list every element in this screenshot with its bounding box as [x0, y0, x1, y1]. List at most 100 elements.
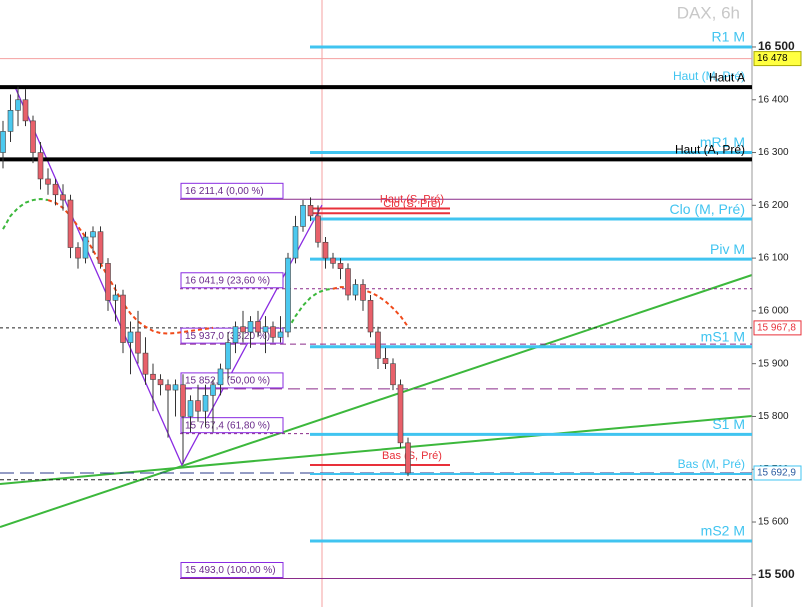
moving-average — [2, 197, 49, 230]
trend-line — [0, 274, 753, 528]
candle-body — [150, 373, 156, 380]
candle-body — [382, 358, 389, 364]
candle-body — [135, 331, 141, 354]
candle-body — [405, 442, 411, 474]
candle-body — [52, 183, 59, 196]
candle-body — [67, 199, 74, 248]
fib-label: 16 041,9 (23,60 %) — [185, 275, 270, 286]
y-tick-label: 15 600 — [758, 517, 789, 528]
candle-body — [375, 331, 381, 359]
candle-body — [187, 400, 194, 417]
y-tick-label: 16 000 — [758, 306, 789, 317]
candle-body — [307, 205, 314, 217]
candle-body — [247, 321, 254, 333]
y-tick-label: 16 200 — [758, 200, 789, 211]
fib-label-box — [180, 272, 284, 289]
candle-body — [330, 257, 336, 264]
level-label: mS1 M — [701, 328, 745, 344]
moving-average — [47, 199, 214, 335]
level-label: mS2 M — [701, 523, 745, 539]
level-label: Haut A — [709, 70, 745, 84]
candle-body — [105, 263, 111, 301]
fib-label: 15 767,4 (61,80 %) — [185, 420, 270, 431]
candle-body — [120, 294, 126, 343]
fib-label-box — [180, 372, 284, 389]
candle-body — [45, 178, 51, 185]
candle-body — [270, 326, 276, 338]
price-tag-box — [753, 465, 802, 481]
candle-body — [112, 294, 119, 301]
price-tag: 15 692,9 — [757, 468, 796, 479]
candle-body — [337, 263, 344, 269]
candle-body — [277, 331, 284, 338]
level-label: mR1 M — [700, 134, 745, 150]
candle-body — [300, 205, 306, 227]
level-label: Piv M — [710, 241, 745, 257]
candle-body — [172, 384, 179, 391]
y-tick-label: 16 400 — [758, 94, 789, 105]
candle-body — [97, 231, 104, 264]
y-tick-label: 16 500 — [758, 39, 795, 53]
candle-body — [165, 384, 171, 391]
y-tick-label: 15 500 — [758, 567, 795, 581]
y-tick-label: 16 100 — [758, 253, 789, 264]
candle-body — [30, 120, 36, 153]
candle-body — [15, 99, 21, 111]
fib-label-box — [180, 561, 284, 578]
candle-body — [225, 342, 231, 370]
moving-average — [332, 286, 409, 328]
candle-body — [240, 326, 246, 333]
candle-body — [90, 231, 96, 238]
candle-body — [142, 352, 149, 375]
fib-label-box — [180, 182, 284, 199]
level-label: Haut (A, Pré) — [675, 143, 745, 157]
candle-body — [390, 363, 396, 386]
candle-body — [0, 131, 6, 153]
fib-label: 15 493,0 (100,00 %) — [185, 565, 276, 576]
y-tick-label: 15 900 — [758, 358, 789, 369]
level-label: Clo (S, Pré) — [383, 198, 440, 210]
candle-body — [345, 268, 351, 296]
fib-label: 15 852,2 (50,00 %) — [185, 376, 270, 387]
candle-body — [195, 400, 201, 412]
candle-body — [22, 99, 29, 122]
candle-body — [367, 300, 374, 333]
candle-body — [255, 321, 261, 333]
fib-label: 16 211,4 (0,00 %) — [185, 186, 264, 197]
moving-average — [287, 287, 334, 330]
candle-body — [292, 226, 299, 259]
y-tick-label: 16 300 — [758, 147, 789, 158]
candle-body — [7, 110, 14, 132]
level-label: Clo (M, Pré) — [670, 201, 745, 217]
fib-label-box — [180, 417, 284, 434]
y-tick-label: 15 800 — [758, 411, 789, 422]
price-tag: 16 478 — [757, 53, 788, 64]
candle-body — [397, 384, 404, 444]
price-tag-box — [753, 51, 802, 67]
candle-body — [315, 215, 321, 243]
candle-body — [352, 284, 359, 296]
candle-body — [322, 241, 329, 259]
level-label: Haut (M, Pré) — [673, 69, 745, 83]
candle-body — [157, 379, 164, 386]
price-tag-box — [753, 320, 802, 336]
candle-body — [75, 247, 81, 259]
symbol-title: DAX, 6h — [677, 3, 740, 22]
level-label: R1 M — [712, 29, 745, 45]
candle-body — [360, 284, 366, 301]
axis-bg — [753, 0, 802, 607]
candle-body — [217, 368, 224, 386]
level-label: S1 M — [712, 416, 745, 432]
candle-body — [82, 236, 89, 259]
candle-body — [180, 384, 186, 417]
candle-body — [210, 384, 216, 396]
candle-body — [60, 194, 66, 201]
price-tag: 15 967,8 — [757, 323, 796, 334]
level-label: Haut (S, Pré) — [380, 193, 444, 205]
candle-body — [262, 326, 269, 333]
candle-body — [202, 395, 209, 412]
level-label: Bas (M, Pré) — [678, 457, 745, 471]
candle-body — [285, 257, 291, 333]
level-label: Bas (S, Pré) — [382, 450, 442, 462]
